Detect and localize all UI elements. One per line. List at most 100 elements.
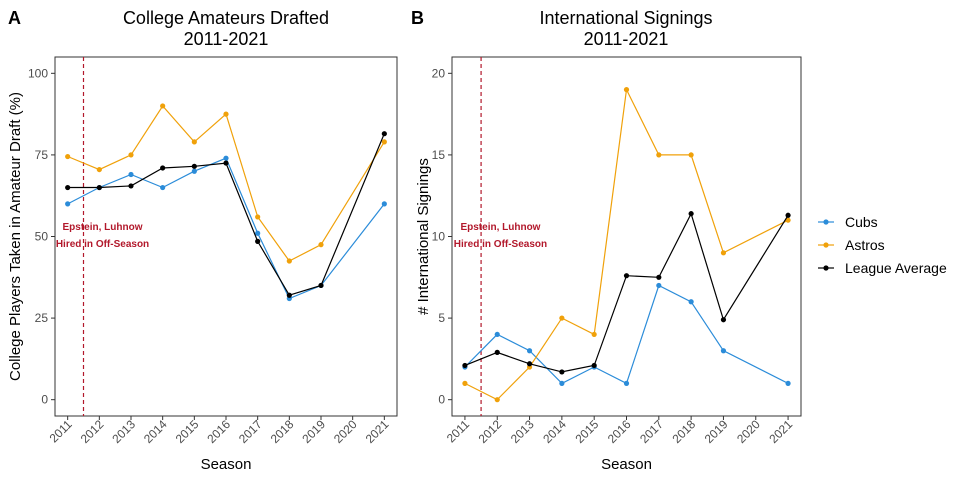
panel-b-x-tick-label: 2015 bbox=[573, 417, 602, 446]
panel-b-y-tick-label: 20 bbox=[432, 66, 446, 80]
panel-a-line-league-average bbox=[67, 133, 385, 296]
panel-b-x-tick-label: 2013 bbox=[508, 417, 537, 446]
panel-b-x-tick-label: 2017 bbox=[637, 417, 666, 446]
panel-a-point-astros bbox=[318, 242, 324, 248]
panel-a-point-cubs bbox=[223, 155, 229, 161]
panel-a-point-cubs bbox=[381, 201, 387, 207]
panel-b-point-astros bbox=[559, 315, 565, 321]
panel-a-x-tick-label: 2014 bbox=[141, 417, 170, 446]
panel-b-point-astros bbox=[494, 397, 500, 403]
panel-a-x-tick-label: 2011 bbox=[47, 417, 75, 445]
panel-b-y-tick-label: 10 bbox=[432, 230, 446, 244]
panel-b-x-tick-label: 2018 bbox=[669, 417, 698, 446]
panel-b-border bbox=[451, 56, 802, 417]
panel-b-line-astros bbox=[464, 87, 789, 401]
panel-b-point-cubs bbox=[494, 331, 500, 338]
panel-b-x-tick-label: 2012 bbox=[476, 417, 505, 446]
panel-a-title-line-1: College Amateurs Drafted bbox=[123, 8, 329, 28]
panel-b-point-league-average bbox=[656, 274, 662, 280]
panel-a-x-tick-label: 2017 bbox=[236, 417, 265, 446]
legend-key-point-astros bbox=[823, 242, 829, 248]
panel-b-x-tick-label: 2014 bbox=[540, 417, 569, 446]
panel-a-point-astros bbox=[65, 153, 71, 160]
panel-a-point-league-average bbox=[65, 184, 71, 191]
panel-b-point-league-average bbox=[494, 349, 500, 355]
panel-a-annotation-line-2: Hired in Off-Season bbox=[56, 239, 149, 250]
panel-a-x-tick-label: 2018 bbox=[268, 417, 297, 446]
panel-a-y-axis-title: College Players Taken in Amateur Draft (… bbox=[7, 92, 24, 381]
panel-b-point-cubs bbox=[656, 282, 662, 289]
panel-a-point-league-average bbox=[96, 184, 102, 191]
panel-b-title-line-2: 2011-2021 bbox=[584, 29, 669, 49]
panel-a-y-tick-label: 75 bbox=[35, 148, 49, 162]
panel-a-point-league-average bbox=[381, 131, 387, 137]
panel-b-point-astros bbox=[785, 217, 791, 223]
panel-b-point-astros bbox=[591, 331, 597, 338]
legend-label-astros: Astros bbox=[845, 237, 885, 253]
panel-a-point-astros bbox=[223, 111, 229, 117]
panel-a-border bbox=[54, 56, 398, 417]
panel-a-point-astros bbox=[191, 139, 197, 145]
panel-b-x-tick-label: 2021 bbox=[766, 417, 795, 446]
panel-b-line-league-average bbox=[464, 212, 789, 373]
panel-a-point-cubs bbox=[65, 201, 71, 207]
panel-a-x-tick-label: 2013 bbox=[109, 417, 138, 446]
panel-b-point-astros bbox=[623, 87, 630, 93]
legend-key-point-league-average bbox=[823, 265, 829, 271]
panel-a-point-cubs bbox=[128, 171, 134, 178]
panel-b-point-league-average bbox=[526, 361, 533, 367]
panel-a-y-tick-label: 0 bbox=[41, 393, 48, 407]
panel-a-title-line-2: 2011-2021 bbox=[184, 29, 269, 49]
panel-a-point-astros bbox=[160, 103, 166, 109]
panel-b-point-astros bbox=[656, 152, 662, 158]
panel-b-title-line-1: International Signings bbox=[539, 8, 712, 28]
panel-a-x-tick-label: 2016 bbox=[204, 417, 233, 446]
panel-a-y-tick-label: 25 bbox=[35, 311, 49, 325]
panel-b-point-cubs bbox=[720, 348, 727, 354]
panel-a-x-tick-label: 2015 bbox=[173, 417, 202, 446]
panel-a-line-astros bbox=[67, 105, 385, 262]
panel-a-point-league-average bbox=[128, 183, 134, 189]
panel-b-annotation-line-2: Hired in Off-Season bbox=[454, 239, 547, 250]
legend-label-league-average: League Average bbox=[845, 260, 947, 276]
panel-b-x-tick-label: 2020 bbox=[734, 417, 763, 446]
panel-a-point-cubs bbox=[191, 168, 197, 174]
panel-b-point-league-average bbox=[623, 273, 630, 279]
panel-a-point-league-average bbox=[318, 282, 324, 289]
panel-a-annotation-line-1: Epstein, Luhnow bbox=[63, 222, 143, 233]
legend-label-cubs: Cubs bbox=[845, 214, 878, 230]
panel-b-tag: B bbox=[411, 8, 424, 28]
panel-a-point-league-average bbox=[160, 165, 166, 171]
panel-b-point-cubs bbox=[559, 380, 565, 386]
legend-key-point-cubs bbox=[823, 219, 829, 225]
panel-a-point-cubs bbox=[160, 184, 166, 191]
panel-b-point-league-average bbox=[559, 369, 565, 375]
panel-b-point-cubs bbox=[688, 299, 694, 305]
panel-a-point-astros bbox=[255, 214, 261, 220]
panel-a-tag: A bbox=[8, 8, 21, 28]
panel-a-point-astros bbox=[128, 152, 134, 158]
panel-a-point-astros bbox=[381, 139, 387, 145]
panel-a-x-tick-label: 2019 bbox=[299, 417, 328, 446]
panel-a-point-league-average bbox=[255, 238, 261, 244]
panel-b-x-tick-label: 2016 bbox=[605, 417, 634, 446]
panel-a-point-league-average bbox=[223, 160, 229, 166]
panel-b-point-league-average bbox=[591, 362, 597, 369]
panel-a-point-league-average bbox=[286, 292, 292, 298]
panel-b-point-cubs bbox=[785, 380, 791, 386]
panel-b-point-league-average bbox=[462, 362, 468, 369]
panel-b-point-league-average bbox=[720, 317, 727, 323]
panel-a-x-axis-title: Season bbox=[201, 456, 252, 473]
panel-b-annotation-line-1: Epstein, Luhnow bbox=[460, 222, 540, 233]
panel-b-point-league-average bbox=[688, 211, 694, 217]
panel-a-x-tick-label: 2021 bbox=[363, 417, 392, 446]
panel-b-y-tick-label: 0 bbox=[438, 393, 445, 407]
panel-b-y-tick-label: 15 bbox=[432, 148, 446, 162]
panel-b-y-axis-title: # International Signings bbox=[415, 158, 432, 315]
panel-b-point-astros bbox=[462, 380, 468, 386]
panel-a-point-league-average bbox=[191, 163, 197, 169]
panel-a-y-tick-label: 100 bbox=[28, 66, 48, 80]
panel-b-y-tick-label: 5 bbox=[438, 311, 445, 325]
